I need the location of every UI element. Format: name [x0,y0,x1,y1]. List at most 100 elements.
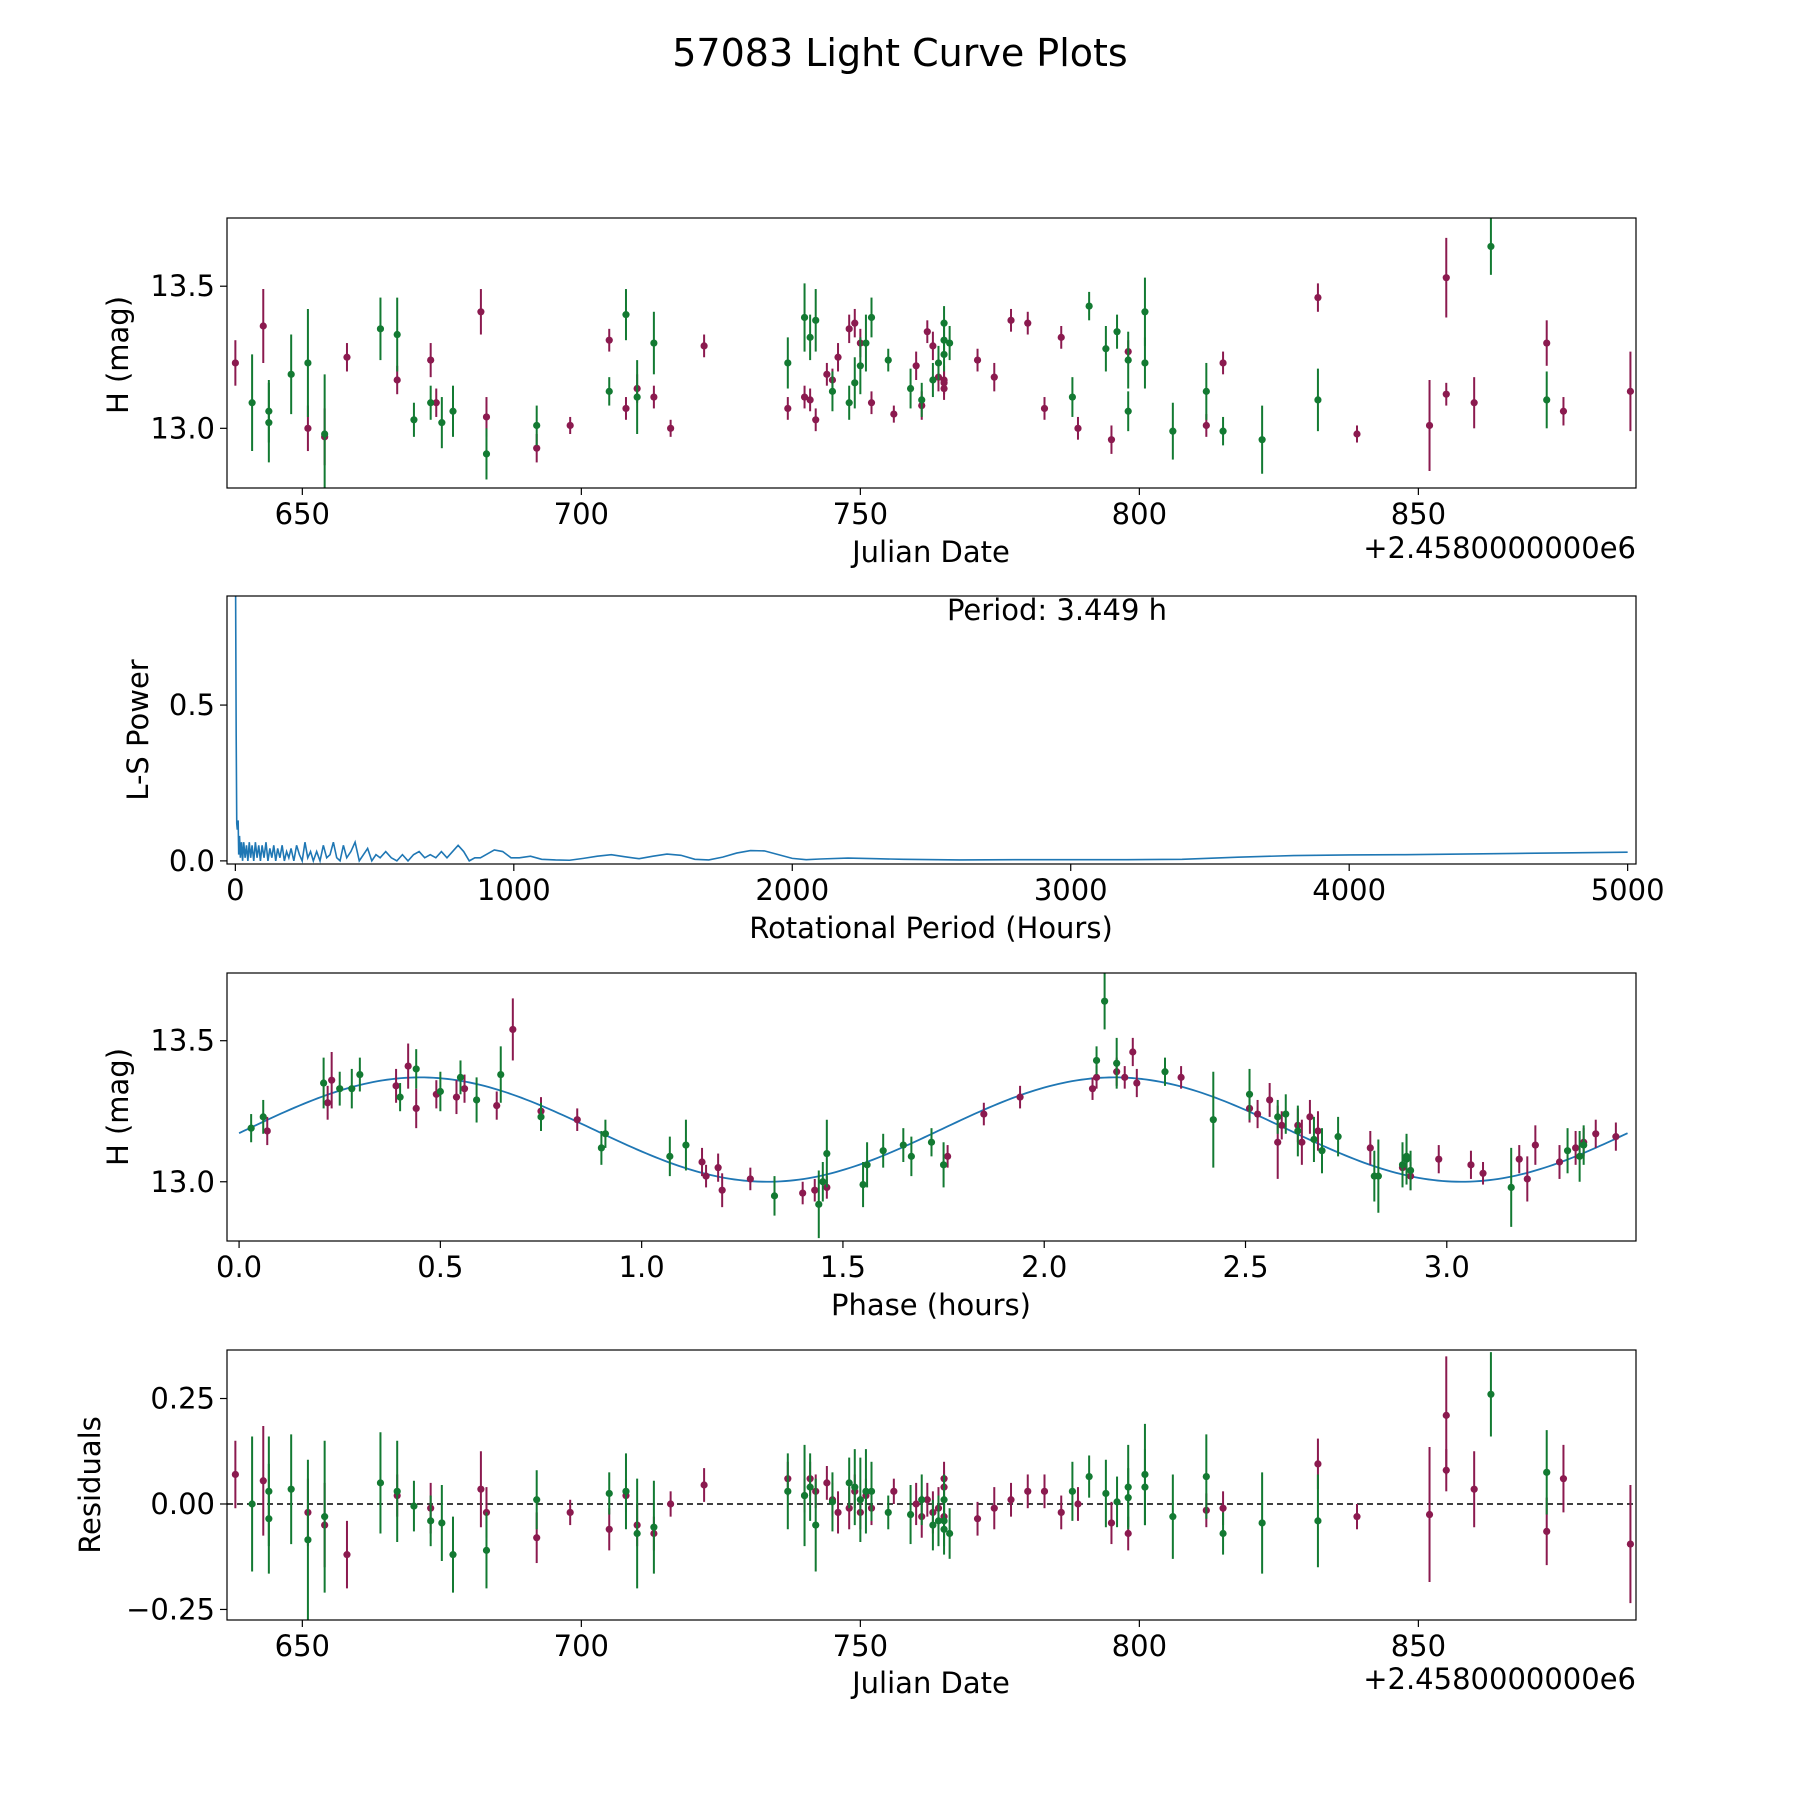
residuals-green-point [934,1517,943,1525]
periodogram-xtick-label: 0 [226,873,244,907]
raw-magenta-point [867,399,876,407]
raw-green-point [845,399,853,407]
raw-green-point [393,330,401,339]
residuals-offset-label: +2.4580000000e6 [1363,1662,1636,1696]
raw-green-point [410,416,418,424]
residuals-magenta-point [1314,1460,1322,1468]
phased-magenta-point [1129,1048,1137,1056]
residuals-magenta-point [1057,1508,1065,1517]
residuals-green-point [393,1487,401,1495]
raw-magenta-point [923,328,931,336]
residuals-green-point [845,1479,853,1487]
raw-ytick-label: 13.0 [150,411,215,445]
raw-magenta-point [912,362,920,370]
residuals-green-point [929,1521,937,1529]
phased-green-point [1374,1172,1382,1180]
raw-green-point [449,407,457,415]
raw-green-point [1102,345,1110,353]
phased-magenta-point [1092,1073,1101,1081]
phased-green-point [815,1200,823,1208]
phased-magenta-point [1253,1110,1262,1118]
raw-magenta-point [834,353,842,361]
residuals-green-point [1169,1513,1177,1521]
raw-green-point [605,387,613,395]
phased-ytick-label: 13.0 [150,1165,215,1199]
raw-magenta-point [1442,274,1450,282]
raw-magenta-point [650,393,658,401]
phased-green-point [1161,1068,1169,1076]
phased-magenta-point [944,1152,952,1160]
phased-magenta-point [1274,1138,1282,1146]
raw-green-point [265,419,273,427]
residuals-green-point [633,1529,641,1538]
residuals-magenta-point [1074,1500,1082,1508]
phased-green-point [1113,1059,1121,1067]
raw-offset-label: +2.4580000000e6 [1363,531,1636,565]
periodogram-xtick-label: 3000 [1034,873,1108,907]
phased-green-point [396,1093,404,1101]
residuals-green-point [940,1496,948,1504]
residuals-magenta-point [912,1500,920,1508]
residuals-xtick-label: 700 [554,1629,609,1663]
raw-magenta-point [940,376,948,384]
residuals-green-point [784,1487,792,1495]
raw-magenta-point [605,336,613,344]
phased-magenta-point [1523,1175,1531,1183]
phased-magenta-point [493,1101,501,1110]
raw-magenta-point [432,399,440,407]
phased-green-point [1406,1166,1415,1175]
phased-ylabel: H (mag) [101,1048,135,1166]
residuals-green-point [321,1513,329,1521]
raw-green-point [622,311,630,319]
raw-magenta-point [929,342,937,350]
phased-green-point [682,1141,690,1149]
phased-green-point [1274,1113,1282,1121]
residuals-green-point [427,1517,435,1525]
raw-green-point [1085,302,1093,310]
residuals-magenta-point [477,1485,485,1493]
phased-magenta-point [1314,1127,1322,1135]
residuals-ytick-label: 0.00 [150,1487,215,1521]
phased-green-point [1101,997,1109,1005]
phased-green-point [1576,1152,1584,1160]
raw-green-point [867,313,876,322]
residuals-green-point [1487,1390,1495,1398]
residuals-magenta-point [1442,1466,1450,1474]
raw-magenta-point [1007,316,1015,324]
raw-green-point [940,319,948,327]
raw-magenta-point [1040,404,1049,413]
raw-green-point [934,359,943,367]
raw-green-point [1487,242,1495,251]
raw-xtick-label: 750 [833,497,888,531]
raw-magenta-point [1559,407,1568,415]
phased-magenta-point [799,1189,807,1197]
raw-magenta-point [973,356,982,364]
phased-magenta-point [404,1062,412,1070]
raw-magenta-point [1626,387,1635,395]
raw-green-point [650,339,658,347]
phased-magenta-point [328,1076,336,1084]
residuals-green-point [867,1487,876,1495]
residuals-green-point [1202,1472,1210,1481]
phased-magenta-point [324,1099,332,1107]
periodogram-xtick-label: 1000 [477,873,551,907]
phased-magenta-point [980,1110,988,1118]
raw-magenta-point [1353,430,1361,438]
raw-magenta-point [231,359,239,367]
phased-magenta-point [1592,1130,1600,1138]
phased-magenta-point [1555,1158,1564,1166]
residuals-green-point [622,1487,630,1495]
phased-green-point [436,1087,444,1096]
phased-green-point [1318,1147,1326,1155]
residuals-magenta-point [1040,1487,1049,1495]
phased-green-point [356,1070,364,1079]
raw-magenta-point [259,322,267,330]
phased-green-point [412,1065,420,1073]
raw-magenta-point [845,325,853,333]
phased-green-point [472,1096,481,1104]
residuals-xtick-label: 800 [1112,1629,1167,1663]
phased-green-point [320,1079,328,1087]
raw-light-curve-panel: H (mag) 650 700 750 800 850 13.0 13.5 Julian D… [101,217,1637,569]
periodogram-marks [234,596,1628,864]
